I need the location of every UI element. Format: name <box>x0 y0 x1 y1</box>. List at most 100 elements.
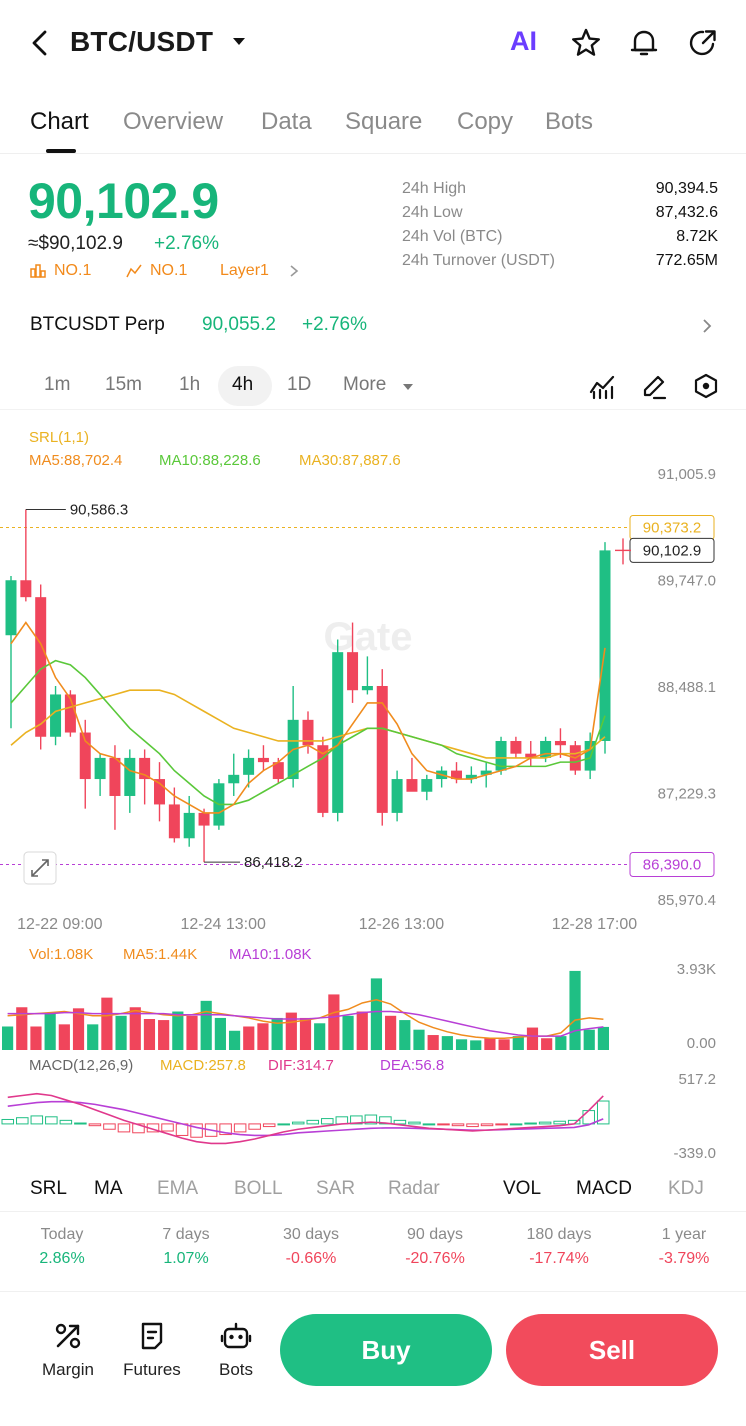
ind-tab-kdj[interactable]: KDJ <box>668 1178 704 1199</box>
settings-hex-icon[interactable] <box>692 372 720 400</box>
ind-tab-macd[interactable]: MACD <box>576 1178 632 1199</box>
candle-body <box>198 812 210 826</box>
badge-rank-1[interactable]: NO.1 <box>54 262 92 279</box>
y-tick-label: 91,005.9 <box>658 466 716 483</box>
perp-change: +2.76% <box>302 314 367 335</box>
badge-rank-2[interactable]: NO.1 <box>150 262 188 279</box>
back-arrow-icon[interactable] <box>26 28 56 58</box>
volume-bar <box>328 994 340 1050</box>
chevron-right-icon[interactable] <box>288 264 300 278</box>
bots-button[interactable]: Bots <box>196 1320 276 1380</box>
chevron-right-icon[interactable] <box>700 318 714 334</box>
macd-hist-bar <box>422 1123 436 1126</box>
tab-bots[interactable]: Bots <box>545 108 594 135</box>
stat-row: 24h Low 87,432.6 <box>402 204 718 228</box>
indicator-tabs: SRL MA EMA BOLL SAR Radar VOL MACD KDJ <box>0 1168 746 1212</box>
macd-hist-bar <box>190 1123 203 1138</box>
macd-hist-bar <box>277 1123 290 1126</box>
perp-row[interactable]: BTCUSDT Perp 90,055.2 +2.76% <box>0 306 746 346</box>
ind-tab-ma[interactable]: MA <box>94 1178 123 1199</box>
volume-bar <box>58 1024 70 1050</box>
volume-bar <box>115 1015 127 1050</box>
candle-body <box>79 732 91 780</box>
tab-chart[interactable]: Chart <box>30 108 89 135</box>
volume-bar <box>285 1012 297 1050</box>
timeframe-more[interactable]: More <box>343 374 387 395</box>
perf-label: 1 year <box>661 1226 707 1243</box>
ma5-line <box>10 621 606 814</box>
buy-button[interactable]: Buy <box>280 1314 492 1386</box>
volume-bar <box>427 1035 439 1050</box>
macd-hist-bar <box>596 1100 610 1125</box>
volume-bar <box>257 1023 269 1050</box>
indicator-icon[interactable] <box>588 372 616 400</box>
badge-layer1[interactable]: Layer1 <box>220 262 269 279</box>
timeframe-4h[interactable]: 4h <box>232 374 254 395</box>
macd-tick-label: -339.0 <box>673 1145 716 1162</box>
timeframe-1h[interactable]: 1h <box>179 374 201 395</box>
futures-label: Futures <box>123 1360 181 1379</box>
tab-copy[interactable]: Copy <box>457 108 514 135</box>
y-tick-label: 89,747.0 <box>658 573 716 590</box>
pair-title[interactable]: BTC/USDT <box>70 26 214 57</box>
tab-square[interactable]: Square <box>345 108 423 135</box>
candle-body <box>451 770 462 780</box>
ind-tab-srl[interactable]: SRL <box>30 1178 67 1199</box>
24h-stats: 24h High 90,394.5 24h Low 87,432.6 24h V… <box>402 180 718 276</box>
macd-hist-bar <box>161 1123 174 1132</box>
volume-bar <box>172 1011 184 1050</box>
volume-bar <box>186 1015 198 1050</box>
macd-hist-bar <box>509 1123 523 1126</box>
perf-today: Today 2.86% <box>7 1226 117 1268</box>
macd-hist-bar <box>45 1116 58 1125</box>
stat-value: 87,432.6 <box>655 204 718 221</box>
sell-button[interactable]: Sell <box>506 1314 718 1386</box>
caret-down-icon[interactable] <box>231 34 247 50</box>
main-tabs: Chart Overview Data Square Copy Bots <box>0 96 746 154</box>
star-icon[interactable] <box>569 26 603 60</box>
ai-assistant-button[interactable]: AI <box>510 26 537 56</box>
ind-tab-vol[interactable]: VOL <box>503 1178 542 1199</box>
candle-body <box>332 652 344 813</box>
timeframe-1m[interactable]: 1m <box>44 374 71 395</box>
perf-7d: 7 days 1.07% <box>131 1226 241 1268</box>
share-icon[interactable] <box>686 26 720 60</box>
ind-tab-ema[interactable]: EMA <box>157 1178 199 1199</box>
candle-body <box>257 757 269 763</box>
timeframe-15m[interactable]: 15m <box>105 374 142 395</box>
volume-bar <box>30 1026 42 1050</box>
volume-bar <box>158 1020 170 1050</box>
ind-tab-radar[interactable]: Radar <box>388 1178 440 1199</box>
ind-tab-sar[interactable]: SAR <box>316 1178 356 1199</box>
macd-hist-bar <box>538 1121 552 1125</box>
perf-label: 90 days <box>406 1226 464 1243</box>
macd-hist-bar <box>16 1117 29 1125</box>
ind-tab-boll[interactable]: BOLL <box>234 1178 283 1199</box>
candle-body <box>183 812 195 839</box>
bell-icon[interactable] <box>627 26 661 60</box>
stat-value: 8.72K <box>676 228 718 245</box>
futures-button[interactable]: Futures <box>112 1320 192 1380</box>
active-timeframe-pill <box>218 366 272 406</box>
macd-hist-bar <box>350 1115 363 1125</box>
ma10-line <box>10 659 606 806</box>
stat-value: 90,394.5 <box>655 180 718 197</box>
timeframe-1d[interactable]: 1D <box>287 374 312 395</box>
volume-bar <box>555 1036 567 1050</box>
macd-hist-bar <box>408 1121 421 1125</box>
tab-data[interactable]: Data <box>261 108 312 135</box>
candle-body <box>272 762 284 780</box>
stat-value: 772.65M <box>655 252 718 269</box>
caret-down-icon[interactable] <box>402 382 414 392</box>
candle-body <box>480 770 492 775</box>
rank-icon <box>30 264 46 278</box>
margin-button[interactable]: Margin <box>28 1320 108 1380</box>
candle-body <box>139 757 151 780</box>
draw-pen-icon[interactable] <box>640 372 668 400</box>
tab-overview[interactable]: Overview <box>123 108 224 135</box>
volume-bar <box>470 1040 482 1050</box>
candle-body <box>317 745 329 813</box>
ma-legend-item: MA5:88,702.4 <box>29 452 122 469</box>
perf-value: -17.74% <box>529 1250 589 1267</box>
